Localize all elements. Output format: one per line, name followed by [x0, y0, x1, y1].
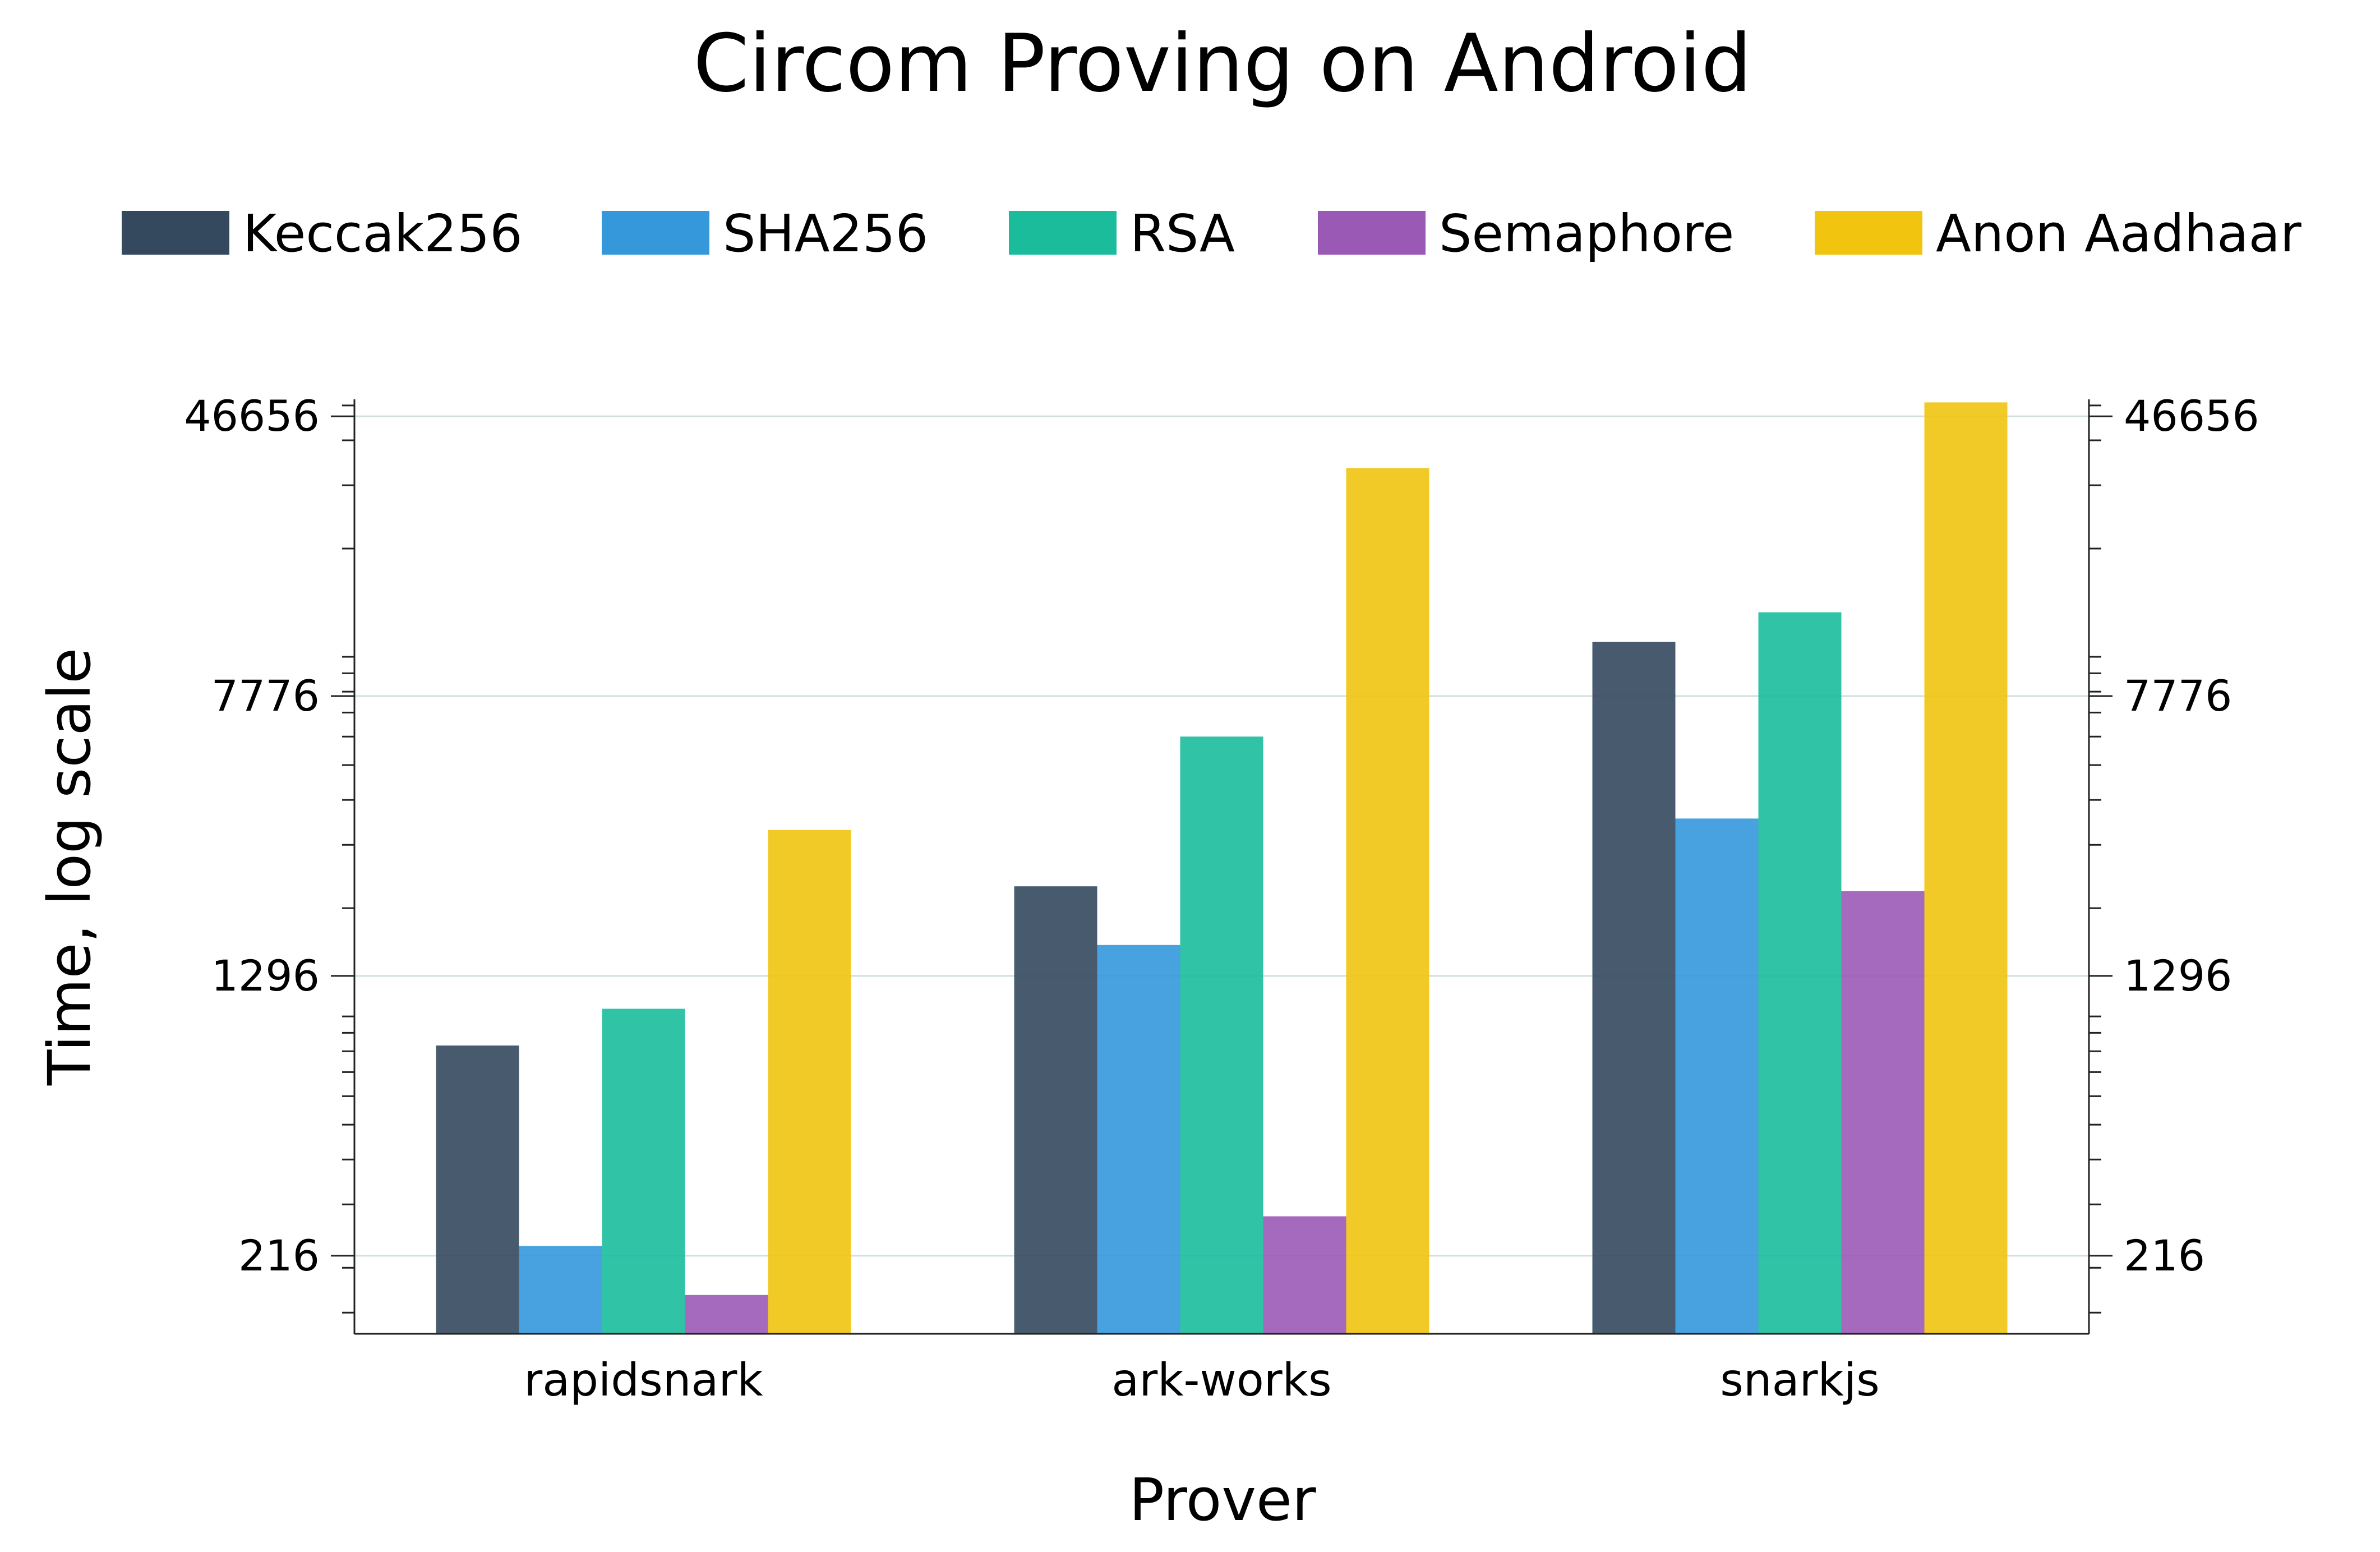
xtick-label-ark-works: ark-works [1111, 1354, 1331, 1406]
legend-label: Semaphore [1439, 204, 1734, 264]
legend-swatch [1318, 211, 1426, 255]
axes [353, 399, 2090, 1335]
xtick-label-rapidsnark: rapidsnark [524, 1354, 763, 1406]
bar-keccak256-ark-works [1014, 886, 1097, 1334]
bar-rsa-snarkjs [1758, 612, 1842, 1334]
bar-sha256-snarkjs [1675, 818, 1759, 1334]
legend-item-semaphore: Semaphore [1318, 204, 1734, 264]
bar-sha256-rapidsnark [519, 1246, 602, 1334]
bar-anon-aadhaar-ark-works [1346, 468, 1429, 1334]
chart-title: Circom Proving on Android [693, 17, 1751, 110]
bar-semaphore-snarkjs [1841, 891, 1925, 1334]
xtick-label-snarkjs: snarkjs [1720, 1354, 1880, 1406]
x-axis-label: Prover [1129, 1466, 1316, 1534]
bar-rsa-ark-works [1180, 736, 1263, 1334]
ytick-label-right: 1296 [2124, 951, 2232, 1001]
ytick-label-right: 216 [2124, 1231, 2205, 1281]
ytick-label-left: 7776 [211, 671, 320, 721]
legend-label: SHA256 [723, 204, 928, 264]
bar-anon-aadhaar-snarkjs [1924, 402, 2008, 1334]
ytick-label-right: 46656 [2124, 391, 2259, 441]
legend-label: Keccak256 [243, 204, 523, 264]
bar-semaphore-rapidsnark [685, 1295, 768, 1334]
bar-rsa-rapidsnark [602, 1008, 685, 1334]
legend-swatch [122, 211, 229, 255]
bar-keccak256-snarkjs [1592, 642, 1676, 1334]
legend-label: RSA [1130, 204, 1235, 264]
bars [436, 402, 2008, 1334]
legend-label: Anon Aadhaar [1936, 204, 2301, 264]
xtick-labels: rapidsnark ark-works snarkjs [524, 1354, 1879, 1406]
legend-item-rsa: RSA [1009, 204, 1235, 264]
legend-item-sha256: SHA256 [602, 204, 928, 264]
bar-keccak256-rapidsnark [436, 1045, 519, 1334]
bar-semaphore-ark-works [1263, 1216, 1346, 1334]
legend-item-anon-aadhaar: Anon Aadhaar [1815, 204, 2301, 264]
ytick-label-left: 46656 [184, 391, 320, 441]
y-axis-label: Time, log scale [35, 648, 104, 1086]
ticks [331, 404, 2113, 1314]
legend: Keccak256 SHA256 RSA Semaphore Anon Aadhaar [122, 204, 2301, 264]
legend-swatch [602, 211, 709, 255]
ytick-labels-left: 216 1296 7776 46656 [184, 391, 320, 1281]
legend-swatch [1009, 211, 1117, 255]
ytick-label-left: 216 [238, 1231, 320, 1281]
ytick-labels-right: 216 1296 7776 46656 [2124, 391, 2259, 1281]
ytick-label-left: 1296 [211, 951, 320, 1001]
bar-anon-aadhaar-rapidsnark [768, 830, 851, 1334]
bar-sha256-ark-works [1097, 945, 1180, 1334]
ytick-label-right: 7776 [2124, 671, 2232, 721]
legend-item-keccak256: Keccak256 [122, 204, 523, 264]
legend-swatch [1815, 211, 1922, 255]
